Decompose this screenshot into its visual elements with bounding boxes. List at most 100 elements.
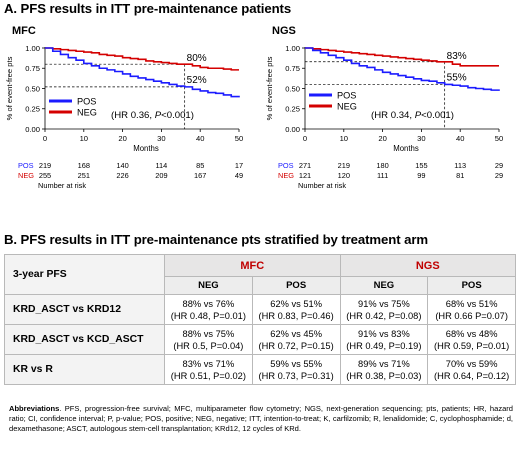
table-subheader: NEG	[164, 276, 253, 295]
km-chart-mfc: MFC 0.00 0.25 0.50 0.75 1.00 0 10 20 30 40 50 Months…	[5, 25, 243, 190]
cell-rate: 70% vs 59%	[445, 358, 498, 369]
cell-hr: (HR 0.48, P=0.01)	[170, 310, 246, 321]
x-tick-label: 10	[340, 134, 348, 143]
series-line-neg	[45, 47, 239, 71]
table-group-mfc: MFC	[164, 254, 341, 277]
table-cell: 68% vs 51% (HR 0.66 P=0.07)	[427, 294, 516, 325]
x-tick-label: 10	[80, 134, 88, 143]
risk-count-neg: 81	[456, 171, 464, 180]
risk-count-neg: 120	[338, 171, 350, 180]
y-tick-label: 0.25	[285, 105, 300, 114]
cell-rate: 62% vs 45%	[270, 328, 322, 339]
y-tick-label: 0.50	[285, 84, 300, 93]
y-tick-label: 1.00	[285, 44, 300, 53]
risk-count-pos: 17	[235, 161, 243, 170]
risk-count-neg: 251	[78, 171, 90, 180]
risk-count-pos: 168	[78, 161, 90, 170]
table-corner-label: 3-year PFS	[4, 254, 165, 295]
cell-rate: 88% vs 75%	[182, 328, 235, 339]
series-line-neg	[305, 47, 499, 67]
landmark-label-pos: 52%	[187, 75, 207, 86]
cell-rate: 91% vs 83%	[358, 328, 410, 339]
x-tick-label: 30	[157, 134, 165, 143]
table-cell: 91% vs 75% (HR 0.42, P=0.08)	[339, 294, 429, 325]
x-tick-label: 50	[235, 134, 243, 143]
y-tick-label: 0.50	[25, 84, 40, 93]
legend-label-neg: NEG	[77, 108, 97, 118]
legend-label-pos: POS	[77, 97, 96, 107]
landmark-label-pos: 55%	[447, 72, 467, 83]
chart-title: NGS	[272, 25, 296, 37]
cell-hr: (HR 0.38, P=0.03)	[346, 370, 422, 381]
abbreviations-label: Abbreviations	[9, 404, 60, 413]
risk-count-pos: 29	[495, 161, 503, 170]
x-tick-label: 40	[196, 134, 204, 143]
cell-rate: 91% vs 75%	[358, 298, 410, 309]
cell-hr: (HR 0.49, P=0.19)	[346, 340, 422, 351]
x-tick-label: 30	[417, 134, 425, 143]
cell-hr: (HR 0.51, P=0.02)	[170, 370, 246, 381]
chart-title: MFC	[12, 25, 36, 37]
risk-count-neg: 255	[39, 171, 51, 180]
hazard-ratio-text: (HR 0.34, P<0.001)	[371, 110, 454, 121]
x-tick-label: 20	[118, 134, 126, 143]
risk-count-pos: 140	[116, 161, 128, 170]
hr-p-symbol: P	[415, 110, 422, 121]
series-line-pos	[45, 47, 240, 98]
cell-rate: 62% vs 51%	[270, 298, 322, 309]
y-tick-label: 0.00	[285, 125, 300, 134]
pfs-table: 3-year PFS MFC NGS NEG POS NEG POS KRD_A…	[4, 254, 516, 385]
cell-rate: 89% vs 71%	[358, 358, 410, 369]
table-row: KR vs R 83% vs 71% (HR 0.51, P=0.02) 59% …	[4, 354, 516, 385]
table-row: KRD_ASCT vs KCD_ASCT 88% vs 75% (HR 0.5, …	[4, 324, 516, 355]
abbreviations-note: Abbreviations. PFS, progression-free sur…	[9, 404, 513, 435]
table-cell: 91% vs 83% (HR 0.49, P=0.19)	[339, 324, 429, 355]
landmark-label-neg: 83%	[447, 51, 467, 62]
x-axis-label: Months	[393, 144, 419, 153]
cell-hr: (HR 0.66 P=0.07)	[435, 310, 508, 321]
section-b-title: B. PFS results in ITT pre-maintenance pt…	[4, 232, 428, 247]
risk-count-pos: 85	[196, 161, 204, 170]
landmark-label-neg: 80%	[187, 53, 207, 64]
table-cell: 83% vs 71% (HR 0.51, P=0.02)	[164, 354, 253, 385]
hr-suffix: <0.001)	[421, 110, 454, 121]
cell-hr: (HR 0.83, P=0.46)	[258, 310, 334, 321]
hr-prefix: (HR 0.34,	[371, 110, 415, 121]
risk-count-neg: 226	[116, 171, 128, 180]
table-header-row: 3-year PFS MFC NGS	[4, 254, 516, 295]
x-tick-label: 0	[303, 134, 307, 143]
y-axis-label: % of event-free pts	[5, 56, 14, 120]
y-axis-label: % of event-free pts	[265, 56, 274, 120]
legend-label-pos: POS	[337, 91, 356, 101]
table-cell: 59% vs 55% (HR 0.73, P=0.31)	[251, 354, 341, 385]
x-tick-label: 50	[495, 134, 503, 143]
y-tick-label: 0.00	[25, 125, 40, 134]
risk-label-neg: NEG	[278, 171, 294, 180]
risk-label-pos: POS	[278, 161, 294, 170]
x-axis-label: Months	[133, 144, 159, 153]
table-subheader: POS	[427, 276, 516, 295]
table-cell: 88% vs 75% (HR 0.5, P=0.04)	[164, 324, 253, 355]
y-tick-label: 1.00	[25, 44, 40, 53]
risk-count-neg: 121	[299, 171, 311, 180]
cell-hr: (HR 0.59, P=0.01)	[434, 340, 510, 351]
table-cell: 68% vs 48% (HR 0.59, P=0.01)	[427, 324, 516, 355]
risk-count-neg: 111	[377, 171, 388, 180]
table-cell: 89% vs 71% (HR 0.38, P=0.03)	[339, 354, 429, 385]
x-tick-label: 40	[456, 134, 464, 143]
cell-rate: 83% vs 71%	[182, 358, 235, 369]
x-tick-label: 20	[378, 134, 386, 143]
cell-hr: (HR 0.64, P=0.12)	[434, 370, 510, 381]
cell-hr: (HR 0.72, P=0.15)	[258, 340, 334, 351]
risk-count-pos: 180	[376, 161, 388, 170]
cell-rate: 68% vs 48%	[445, 328, 498, 339]
table-cell: 70% vs 59% (HR 0.64, P=0.12)	[427, 354, 516, 385]
hazard-ratio-text: (HR 0.36, P<0.001)	[111, 110, 194, 121]
legend-label-neg: NEG	[337, 102, 357, 112]
row-label: KRD_ASCT vs KCD_ASCT	[4, 324, 165, 355]
risk-label-neg: NEG	[18, 171, 34, 180]
risk-count-pos: 155	[415, 161, 427, 170]
risk-count-neg: 209	[155, 171, 167, 180]
risk-count-pos: 113	[454, 161, 466, 170]
cell-rate: 68% vs 51%	[445, 298, 498, 309]
